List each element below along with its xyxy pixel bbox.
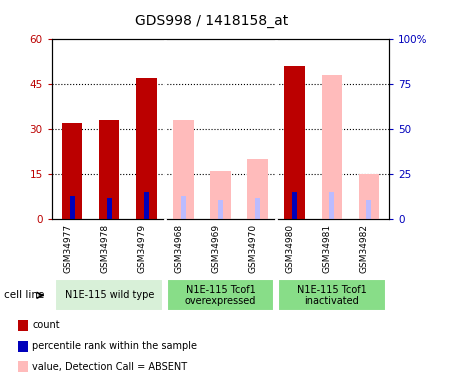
Bar: [107, 198, 112, 219]
Text: GSM34981: GSM34981: [323, 224, 332, 273]
Bar: [329, 192, 334, 219]
Text: N1E-115 Tcof1
overexpressed: N1E-115 Tcof1 overexpressed: [185, 285, 256, 306]
Bar: [278, 279, 386, 311]
Bar: [181, 196, 186, 219]
Bar: [173, 120, 194, 219]
Bar: [99, 120, 119, 219]
Text: GSM34978: GSM34978: [100, 224, 109, 273]
Bar: [255, 198, 260, 219]
Text: N1E-115 wild type: N1E-115 wild type: [64, 290, 154, 300]
Text: GSM34969: GSM34969: [212, 224, 220, 273]
Text: GSM34980: GSM34980: [286, 224, 295, 273]
Text: GSM34982: GSM34982: [360, 224, 369, 273]
Bar: [55, 279, 163, 311]
Bar: [284, 66, 305, 219]
Bar: [144, 192, 149, 219]
Bar: [70, 196, 75, 219]
Bar: [210, 171, 231, 219]
Bar: [322, 75, 342, 219]
Bar: [292, 192, 297, 219]
Text: cell line: cell line: [4, 290, 45, 300]
Bar: [359, 174, 379, 219]
Text: N1E-115 Tcof1
inactivated: N1E-115 Tcof1 inactivated: [297, 285, 367, 306]
Bar: [366, 200, 371, 219]
Bar: [62, 123, 82, 219]
Text: GSM34977: GSM34977: [63, 224, 72, 273]
Bar: [166, 279, 274, 311]
Bar: [248, 159, 268, 219]
Text: value, Detection Call = ABSENT: value, Detection Call = ABSENT: [32, 362, 188, 372]
Bar: [218, 200, 223, 219]
Text: GSM34968: GSM34968: [175, 224, 184, 273]
Bar: [136, 78, 157, 219]
Text: GSM34979: GSM34979: [137, 224, 146, 273]
Text: GSM34970: GSM34970: [248, 224, 257, 273]
Text: GDS998 / 1418158_at: GDS998 / 1418158_at: [135, 14, 288, 28]
Text: percentile rank within the sample: percentile rank within the sample: [32, 341, 198, 351]
Text: count: count: [32, 321, 60, 330]
